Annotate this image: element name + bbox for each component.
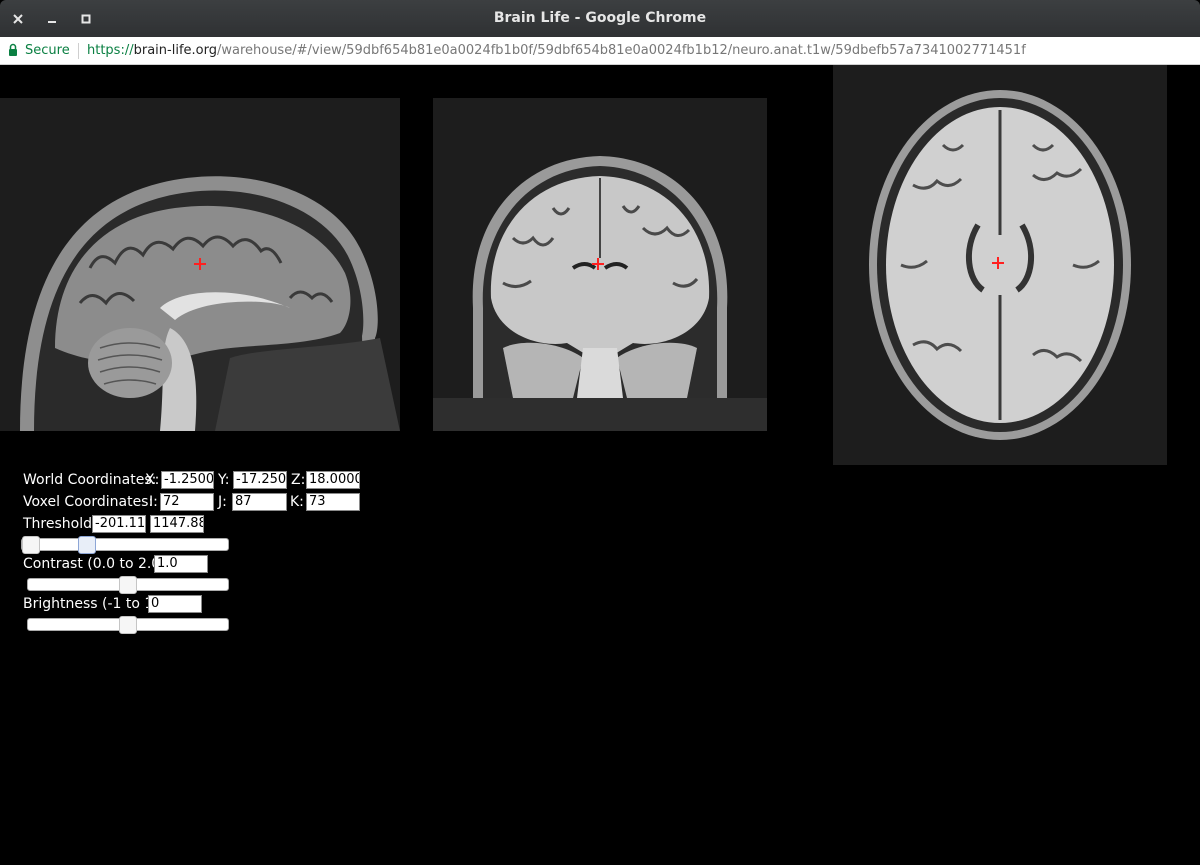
lock-icon: [9, 43, 17, 56]
maximize-window-button[interactable]: [69, 0, 103, 37]
contrast-label: Contrast (0.0 to 2.0):: [23, 556, 171, 572]
window-title: Brain Life - Google Chrome: [493, 10, 707, 26]
brightness-slider-track[interactable]: [27, 616, 229, 634]
contrast-slider-handle[interactable]: [119, 576, 137, 594]
contrast-slider-track[interactable]: [27, 576, 229, 594]
secure-label[interactable]: Secure: [25, 43, 70, 58]
brightness-slider-handle[interactable]: [119, 616, 137, 634]
close-window-button[interactable]: [1, 0, 35, 37]
contrast-row: Contrast (0.0 to 2.0): 1.0: [23, 554, 363, 574]
world-z-input[interactable]: 18.0000: [306, 471, 360, 489]
world-x-label: X:: [145, 472, 160, 488]
voxel-k-label: K:: [290, 494, 304, 510]
axial-image: [833, 65, 1167, 465]
world-y-input[interactable]: -17.2500: [233, 471, 287, 489]
papaya-viewer: World Coordinates: X: -1.25000 Y: -17.25…: [0, 65, 1200, 865]
coronal-view[interactable]: [433, 98, 767, 431]
coronal-image: [433, 98, 767, 431]
world-x-input[interactable]: -1.25000: [161, 471, 214, 489]
threshold-slider-track[interactable]: [21, 536, 229, 554]
sagittal-image: [0, 98, 400, 431]
minimize-window-button[interactable]: [35, 0, 69, 37]
voxel-coordinates-row: Voxel Coordinates: I: 72 J: 87 K: 73: [23, 492, 363, 512]
threshold-slider-high-handle[interactable]: [78, 536, 97, 554]
contrast-input[interactable]: 1.0: [154, 555, 208, 573]
threshold-max-input[interactable]: 1147.887: [150, 515, 204, 533]
minimize-icon: [48, 20, 56, 23]
world-coordinates-row: World Coordinates: X: -1.25000 Y: -17.25…: [23, 470, 363, 490]
brightness-label: Brightness (-1 to 1):: [23, 596, 164, 612]
close-icon: [13, 13, 23, 24]
window-titlebar: Brain Life - Google Chrome: [0, 0, 1200, 37]
url-host: brain-life.org: [133, 43, 217, 58]
threshold-min-input[interactable]: -201.112: [92, 515, 146, 533]
url-scheme: https://: [87, 43, 134, 58]
brightness-input[interactable]: 0: [148, 595, 202, 613]
threshold-slider-low-handle[interactable]: [22, 536, 40, 554]
world-coordinates-label: World Coordinates:: [23, 472, 157, 488]
url-path: /warehouse/#/view/59dbf654b81e0a0024fb1b…: [216, 43, 1026, 58]
voxel-k-input[interactable]: 73: [306, 493, 360, 511]
url-text[interactable]: https://brain-life.org/warehouse/#/view/…: [87, 37, 1026, 64]
threshold-label: Threshold:: [23, 516, 97, 532]
axial-view[interactable]: [833, 65, 1167, 465]
sagittal-view[interactable]: [0, 98, 400, 431]
world-y-label: Y:: [218, 472, 230, 488]
world-z-label: Z:: [291, 472, 306, 488]
maximize-icon: [81, 14, 91, 23]
address-divider: [78, 43, 79, 59]
voxel-j-label: J:: [218, 494, 227, 510]
voxel-coordinates-label: Voxel Coordinates:: [23, 494, 154, 510]
threshold-row: Threshold: -201.112 1147.887: [23, 514, 363, 534]
voxel-j-input[interactable]: 87: [232, 493, 287, 511]
voxel-i-label: I:: [149, 494, 158, 510]
voxel-i-input[interactable]: 72: [160, 493, 214, 511]
brightness-row: Brightness (-1 to 1): 0: [23, 594, 363, 614]
address-bar[interactable]: Secure https://brain-life.org/warehouse/…: [0, 37, 1200, 65]
